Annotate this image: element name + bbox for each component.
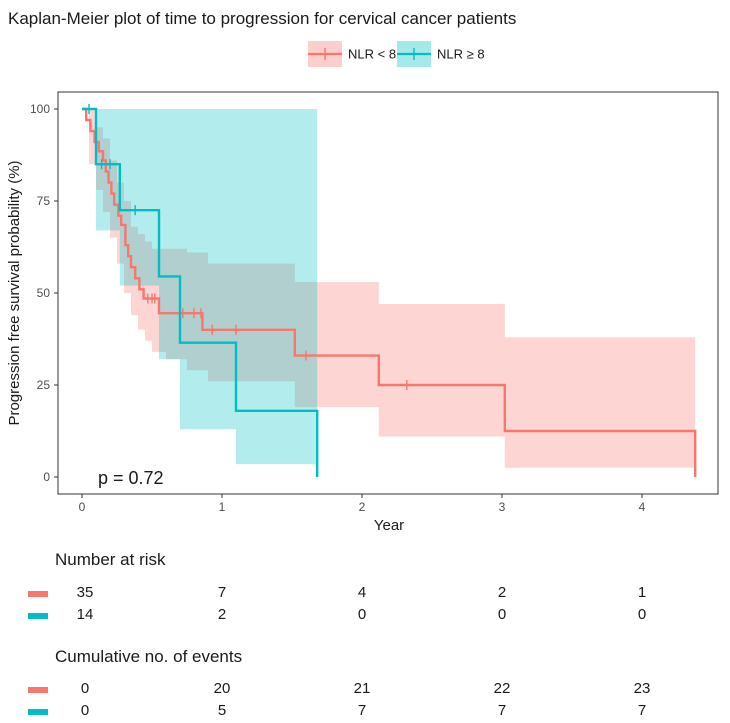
- table-cell: 7: [638, 702, 646, 719]
- table-cell: 1: [638, 584, 646, 601]
- table-cell: 4: [358, 584, 366, 601]
- table-cell: 23: [634, 680, 651, 697]
- plot-border: [57, 91, 719, 495]
- y-tick-label: 75: [37, 194, 51, 208]
- table-cell: 14: [77, 606, 94, 623]
- table-cell: 20: [214, 680, 231, 697]
- ci-band-nlr-low-8: [82, 109, 696, 476]
- table-cell: 7: [218, 584, 226, 601]
- table-row-key-nlr-high-8: [28, 613, 48, 619]
- risk-table: 35 7 4 2 1 14 2 0 0 0: [28, 584, 646, 623]
- table-cell: 35: [77, 584, 94, 601]
- table-cell: 2: [218, 606, 226, 623]
- events-table-title: Cumulative no. of events: [55, 647, 242, 666]
- y-tick-label: 0: [43, 470, 50, 484]
- legend-label-nlr-low: NLR < 8: [348, 47, 396, 62]
- km-curve-nlr-high-8: [82, 107, 319, 477]
- ci-band-nlr-high-8: [82, 109, 318, 476]
- x-tick-label: 4: [639, 500, 646, 514]
- p-value: p = 0.72: [98, 468, 164, 488]
- km-curve-nlr-low-8: [82, 107, 697, 477]
- table-cell: 0: [81, 702, 89, 719]
- table-row-key-nlr-low-8: [28, 591, 48, 597]
- table-cell: 0: [498, 606, 506, 623]
- table-cell: 7: [498, 702, 506, 719]
- table-cell: 5: [218, 702, 226, 719]
- table-cell: 21: [354, 680, 371, 697]
- y-axis-title: Progression free survival probability (%…: [6, 160, 23, 425]
- legend: NLR < 8 NLR ≥ 8: [308, 41, 485, 67]
- table-cell: 2: [498, 584, 506, 601]
- x-axis-title: Year: [374, 517, 404, 534]
- legend-label-nlr-high: NLR ≥ 8: [437, 47, 485, 62]
- table-cell: 22: [494, 680, 511, 697]
- table-cell: 0: [638, 606, 646, 623]
- table-row-key-nlr-high-8: [28, 709, 48, 715]
- x-tick-label: 2: [359, 500, 366, 514]
- plot-area: 0 25 50 75 100 0 1 2 3 4: [30, 91, 719, 514]
- table-cell: 0: [81, 680, 89, 697]
- x-tick-label: 0: [79, 500, 86, 514]
- table-cell: 0: [358, 606, 366, 623]
- risk-table-title: Number at risk: [55, 550, 166, 569]
- events-table: 0 20 21 22 23 0 5 7 7 7: [28, 680, 650, 719]
- table-cell: 7: [358, 702, 366, 719]
- x-tick-label: 3: [499, 500, 506, 514]
- y-tick-label: 25: [37, 378, 51, 392]
- y-tick-label: 100: [30, 102, 50, 116]
- y-tick-label: 50: [37, 286, 51, 300]
- table-row-key-nlr-low-8: [28, 687, 48, 693]
- chart-title: Kaplan-Meier plot of time to progression…: [8, 9, 516, 28]
- x-tick-label: 1: [219, 500, 226, 514]
